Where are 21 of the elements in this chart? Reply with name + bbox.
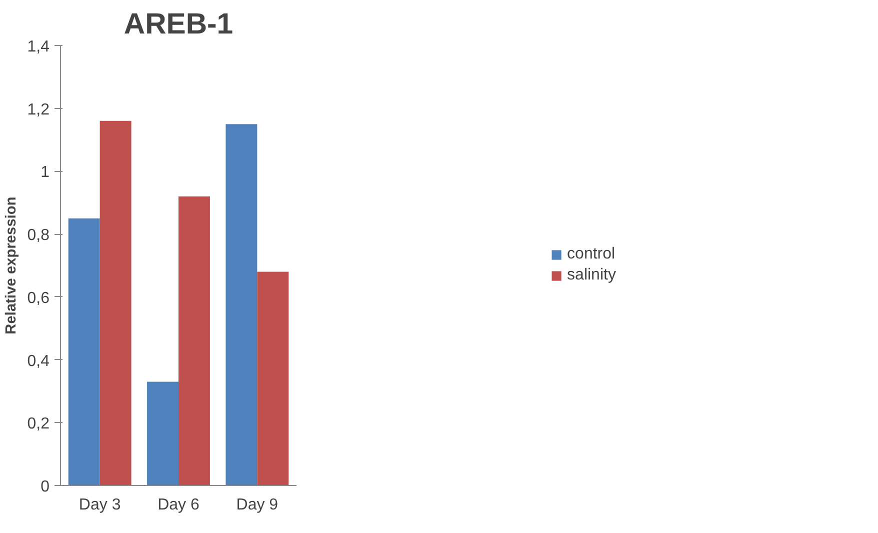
y-tick-label: 0,4 — [27, 352, 50, 370]
y-tick-label: 0,8 — [27, 227, 50, 244]
legend-label: salinity — [567, 266, 616, 284]
x-tick-label: Day 3 — [78, 496, 121, 514]
bar — [226, 124, 258, 486]
x-tick-label: Day 6 — [158, 496, 200, 514]
bar — [257, 272, 289, 486]
bar — [178, 196, 210, 486]
y-tick-label: 1,4 — [27, 38, 50, 56]
bar — [100, 120, 132, 486]
bar — [68, 218, 100, 486]
y-tick-label: 0,2 — [27, 416, 50, 433]
y-axis-title: Relative expression — [3, 196, 20, 334]
chart-title: AREB-1 — [124, 8, 234, 40]
bar — [147, 382, 178, 486]
x-tick-label: Day 9 — [236, 496, 278, 514]
legend-label: control — [567, 246, 616, 264]
y-tick-label: 0,6 — [27, 290, 50, 307]
y-tick-label: 1 — [40, 164, 50, 182]
y-tick-label: 0 — [40, 478, 50, 496]
y-tick-label: 1,2 — [27, 101, 50, 118]
